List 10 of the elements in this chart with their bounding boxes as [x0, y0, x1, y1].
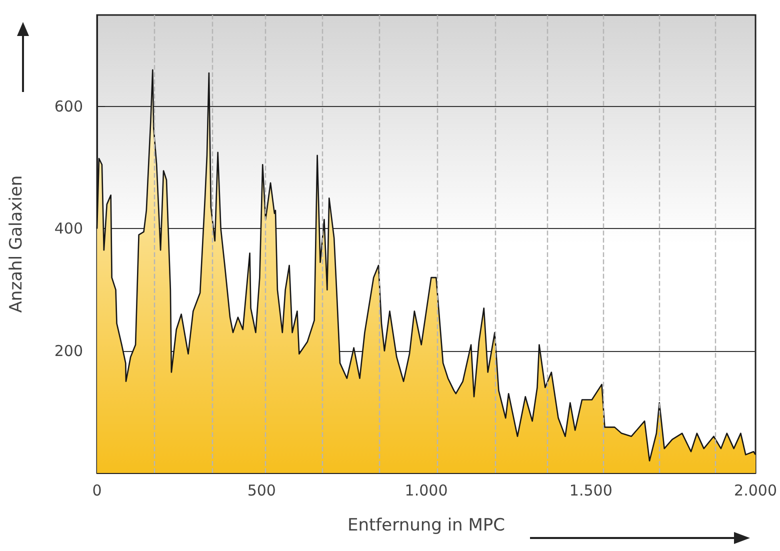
y-axis-title: Anzahl Galaxien — [6, 175, 26, 313]
x-tick-label: 0 — [92, 482, 102, 500]
x-tick-label: 1.500 — [569, 482, 612, 500]
x-tick-label: 2.000 — [734, 482, 778, 500]
x-tick-label: 500 — [247, 482, 276, 500]
y-tick-label: 600 — [54, 98, 83, 116]
x-axis-title: Entfernung in MPC — [348, 516, 506, 536]
y-tick-label: 200 — [54, 342, 83, 360]
y-tick-label: 400 — [54, 220, 83, 238]
x-tick-label: 1.000 — [404, 482, 448, 500]
